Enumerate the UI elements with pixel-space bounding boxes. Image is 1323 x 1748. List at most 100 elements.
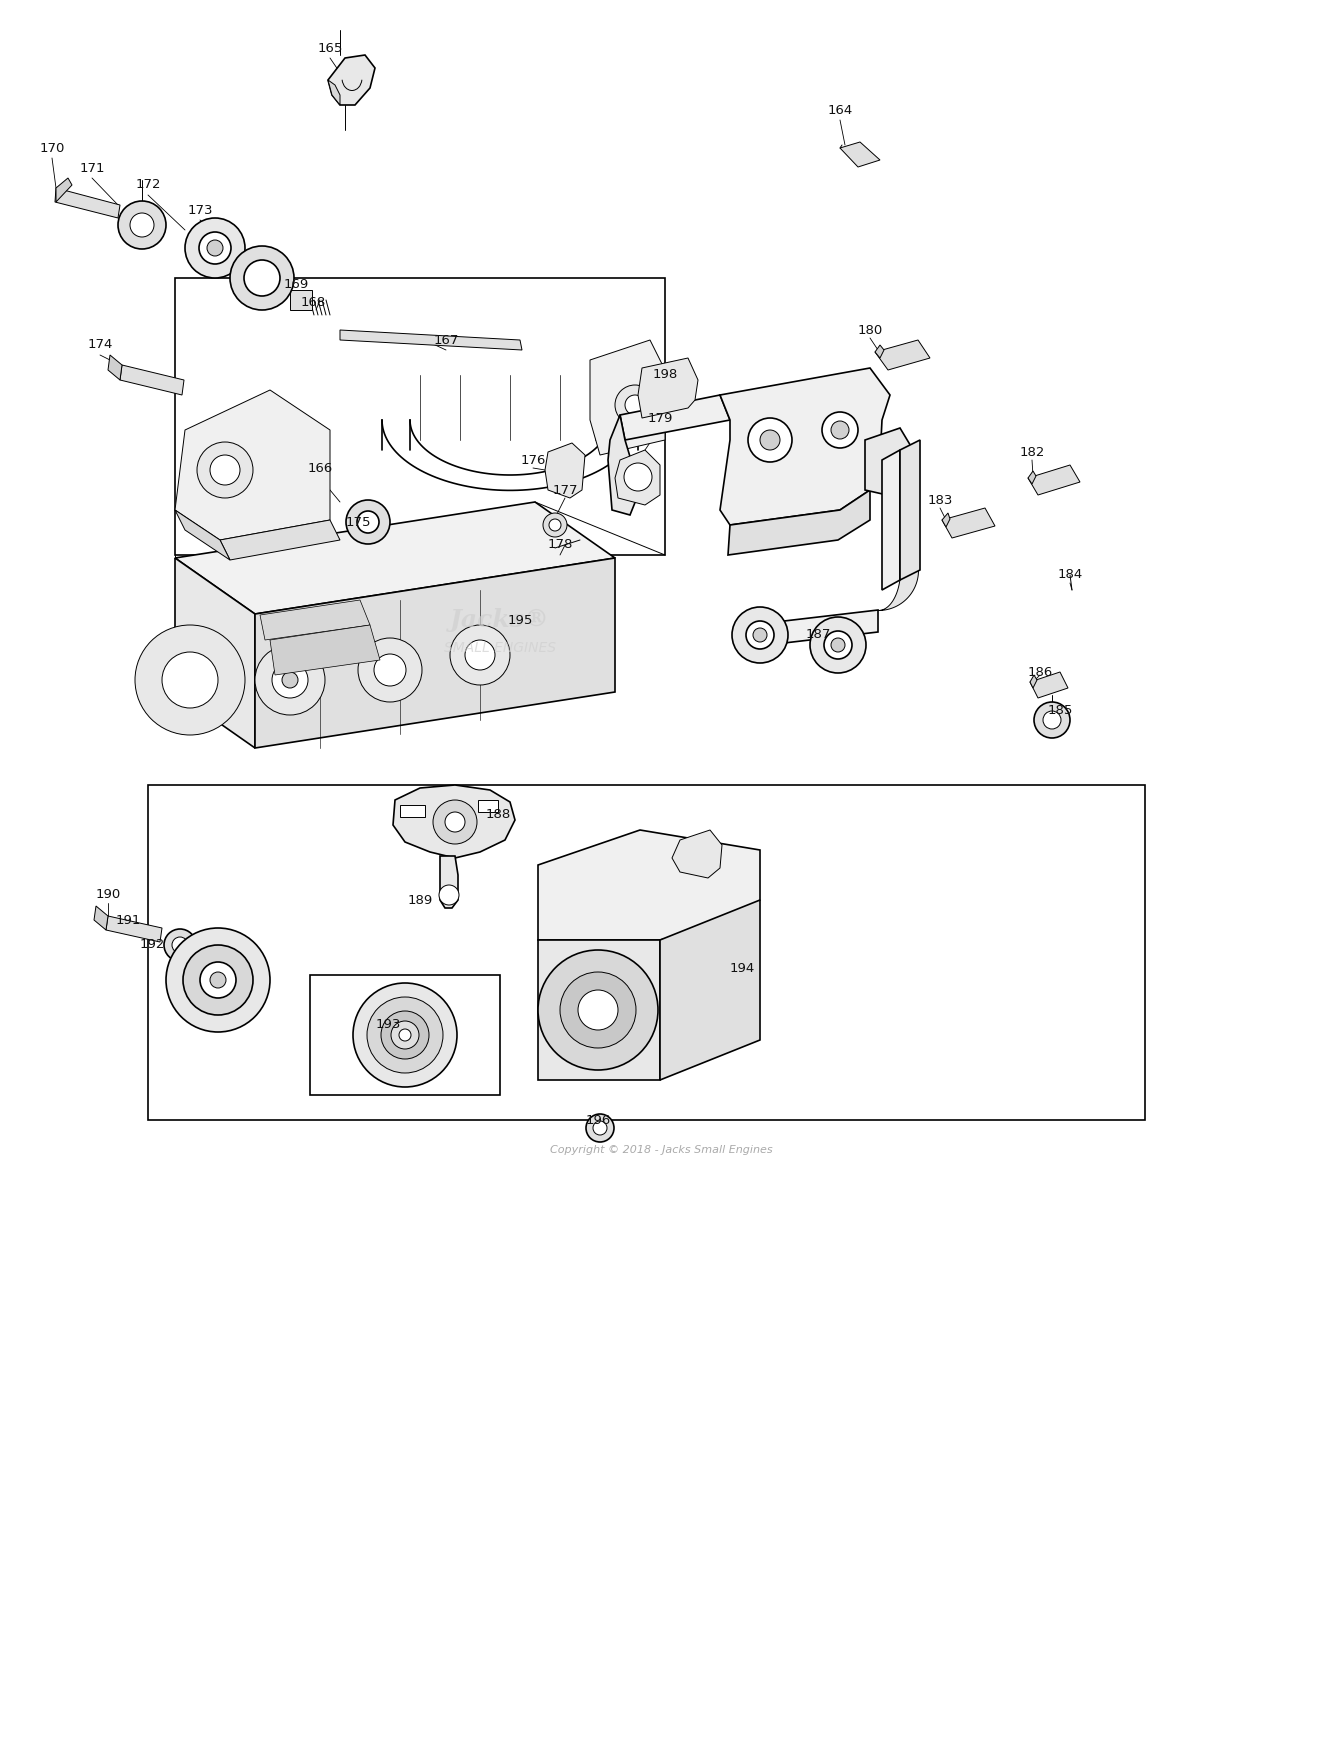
Polygon shape (328, 80, 340, 105)
Text: Copyright © 2018 - Jacks Small Engines: Copyright © 2018 - Jacks Small Engines (549, 1145, 773, 1155)
Polygon shape (328, 54, 374, 105)
Text: 195: 195 (507, 614, 533, 626)
Polygon shape (106, 916, 161, 942)
Circle shape (230, 246, 294, 309)
Polygon shape (750, 610, 878, 647)
Text: 167: 167 (434, 334, 459, 346)
Text: SMALL ENGINES: SMALL ENGINES (445, 642, 556, 656)
Circle shape (445, 813, 464, 832)
Text: 185: 185 (1048, 703, 1073, 717)
Circle shape (366, 996, 443, 1073)
Circle shape (810, 617, 867, 673)
Circle shape (374, 654, 406, 685)
Text: 189: 189 (407, 893, 433, 907)
Polygon shape (393, 785, 515, 858)
Text: 174: 174 (87, 339, 112, 351)
Circle shape (185, 218, 245, 278)
Circle shape (273, 662, 308, 697)
Polygon shape (942, 512, 950, 526)
Circle shape (464, 640, 495, 669)
Polygon shape (660, 900, 759, 1080)
Circle shape (353, 982, 456, 1087)
Text: 171: 171 (79, 161, 105, 175)
Text: 165: 165 (318, 42, 343, 54)
Text: 177: 177 (552, 484, 578, 496)
Text: 184: 184 (1057, 568, 1082, 582)
Polygon shape (255, 558, 615, 748)
Text: 196: 196 (585, 1113, 611, 1126)
Polygon shape (175, 502, 615, 614)
Text: 180: 180 (857, 323, 882, 337)
Text: 182: 182 (1019, 446, 1045, 458)
Polygon shape (538, 830, 759, 940)
Polygon shape (942, 509, 995, 538)
Circle shape (831, 421, 849, 439)
Circle shape (753, 628, 767, 642)
Circle shape (628, 468, 648, 488)
Polygon shape (590, 341, 665, 454)
Polygon shape (875, 341, 930, 371)
Polygon shape (615, 449, 660, 505)
Polygon shape (56, 189, 120, 218)
Text: Jacks®: Jacks® (450, 608, 550, 633)
Polygon shape (340, 330, 523, 350)
Text: 187: 187 (806, 629, 831, 642)
Circle shape (450, 626, 509, 685)
Circle shape (130, 213, 153, 238)
Circle shape (165, 928, 270, 1031)
Circle shape (549, 519, 561, 531)
Circle shape (538, 949, 658, 1070)
Text: 173: 173 (188, 203, 213, 217)
Polygon shape (220, 519, 340, 559)
Circle shape (624, 463, 652, 491)
Text: 183: 183 (927, 493, 953, 507)
Polygon shape (108, 355, 122, 379)
Circle shape (197, 442, 253, 498)
Circle shape (172, 937, 188, 953)
Polygon shape (720, 369, 890, 524)
Circle shape (347, 500, 390, 544)
Polygon shape (875, 344, 884, 358)
Polygon shape (56, 178, 71, 203)
Polygon shape (728, 489, 871, 556)
Bar (400, 806, 425, 816)
Text: 178: 178 (548, 538, 573, 552)
Text: 172: 172 (135, 178, 161, 192)
Polygon shape (865, 428, 912, 498)
Bar (175, 278, 665, 556)
Circle shape (822, 413, 859, 447)
Bar (478, 801, 497, 813)
Polygon shape (175, 390, 329, 540)
Polygon shape (609, 414, 640, 516)
Circle shape (615, 385, 655, 425)
Circle shape (542, 512, 568, 537)
Circle shape (392, 1021, 419, 1049)
Circle shape (618, 458, 658, 498)
Polygon shape (120, 365, 184, 395)
Circle shape (439, 884, 459, 905)
Circle shape (1043, 711, 1061, 729)
Text: 186: 186 (1028, 666, 1053, 678)
Circle shape (560, 972, 636, 1049)
Polygon shape (175, 510, 230, 559)
Text: 164: 164 (827, 103, 852, 117)
Circle shape (206, 239, 224, 255)
Circle shape (759, 430, 781, 449)
Circle shape (282, 671, 298, 689)
Text: 175: 175 (345, 516, 370, 528)
Circle shape (200, 961, 235, 998)
Text: 166: 166 (307, 461, 332, 474)
Polygon shape (94, 905, 108, 930)
Polygon shape (900, 440, 919, 580)
Circle shape (747, 418, 792, 461)
Polygon shape (672, 830, 722, 877)
Text: 176: 176 (520, 453, 545, 467)
Circle shape (357, 510, 378, 533)
Circle shape (198, 232, 232, 264)
Polygon shape (261, 600, 370, 640)
Bar (148, 785, 1144, 1120)
Polygon shape (270, 626, 380, 675)
Text: 192: 192 (139, 939, 164, 951)
Polygon shape (638, 358, 699, 418)
Circle shape (255, 645, 325, 715)
